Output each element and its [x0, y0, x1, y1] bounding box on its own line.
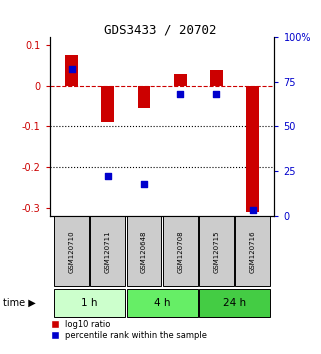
Bar [126, 216, 161, 286]
Bar [199, 216, 234, 286]
Text: GDS3433 / 20702: GDS3433 / 20702 [104, 23, 217, 36]
Bar [138, 86, 150, 108]
Text: 4 h: 4 h [154, 298, 170, 308]
Bar [174, 74, 187, 86]
Bar [126, 289, 198, 317]
Text: GSM120648: GSM120648 [141, 230, 147, 273]
Bar [65, 56, 78, 86]
Bar [90, 216, 125, 286]
Bar [199, 289, 270, 317]
Text: GSM120715: GSM120715 [213, 230, 220, 273]
Text: 24 h: 24 h [223, 298, 246, 308]
Point [250, 207, 255, 213]
Text: GSM120716: GSM120716 [250, 230, 256, 273]
Text: GSM120708: GSM120708 [177, 230, 183, 273]
Legend: log10 ratio, percentile rank within the sample: log10 ratio, percentile rank within the … [52, 320, 207, 340]
Bar [163, 216, 198, 286]
Text: GSM120711: GSM120711 [105, 230, 111, 273]
Text: GSM120710: GSM120710 [68, 230, 74, 273]
Text: 1 h: 1 h [81, 298, 98, 308]
Point [178, 91, 183, 97]
Point [69, 67, 74, 72]
Bar [247, 86, 259, 212]
Bar [210, 70, 223, 86]
Bar [101, 86, 114, 122]
Bar [54, 289, 125, 317]
Point [105, 173, 110, 179]
Point [214, 91, 219, 97]
Bar [235, 216, 270, 286]
Bar [54, 216, 89, 286]
Text: time ▶: time ▶ [3, 298, 36, 308]
Point [142, 181, 147, 186]
